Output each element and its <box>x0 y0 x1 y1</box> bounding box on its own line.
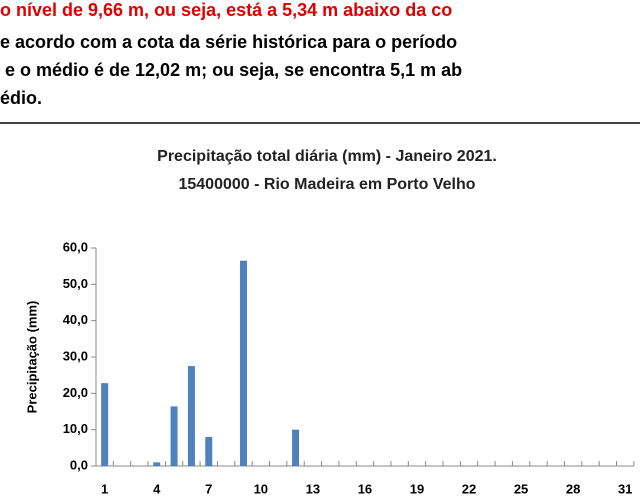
x-tick-label: 31 <box>618 481 632 496</box>
y-tick-label: 0,0 <box>70 457 88 472</box>
x-tick-label: 28 <box>566 481 580 496</box>
bar <box>292 429 300 466</box>
y-tick-label: 20,0 <box>63 385 88 400</box>
bar <box>205 436 213 466</box>
y-axis-label: Precipitação (mm) <box>24 301 39 414</box>
bar <box>101 383 109 466</box>
chart-title: Precipitação total diária (mm) - Janeiro… <box>157 148 497 165</box>
bar <box>170 406 178 466</box>
y-tick-label: 40,0 <box>63 312 88 327</box>
x-tick-label: 4 <box>153 481 161 496</box>
chart-title: 15400000 - Rio Madeira em Porto Velho <box>178 176 475 193</box>
x-tick-label: 25 <box>514 481 528 496</box>
y-tick-label: 50,0 <box>63 276 88 291</box>
text-line: édio. <box>0 88 42 108</box>
y-tick-label: 30,0 <box>63 348 88 363</box>
bar <box>153 462 161 466</box>
x-tick-label: 7 <box>205 481 212 496</box>
x-tick-label: 19 <box>410 481 424 496</box>
y-tick-label: 60,0 <box>63 239 88 254</box>
x-tick-label: 22 <box>462 481 476 496</box>
bar <box>239 260 247 466</box>
text-line: o nível de 9,66 m, ou seja, está a 5,34 … <box>0 0 452 20</box>
y-tick-label: 10,0 <box>63 421 88 436</box>
x-tick-label: 16 <box>358 481 372 496</box>
x-tick-label: 10 <box>254 481 268 496</box>
text-line: e acordo com a cota da série histórica p… <box>0 32 457 52</box>
x-tick-label: 13 <box>306 481 320 496</box>
text-line: e o médio é de 12,02 m; ou seja, se enco… <box>0 60 462 80</box>
x-tick-label: 1 <box>101 481 108 496</box>
bar <box>187 366 195 466</box>
